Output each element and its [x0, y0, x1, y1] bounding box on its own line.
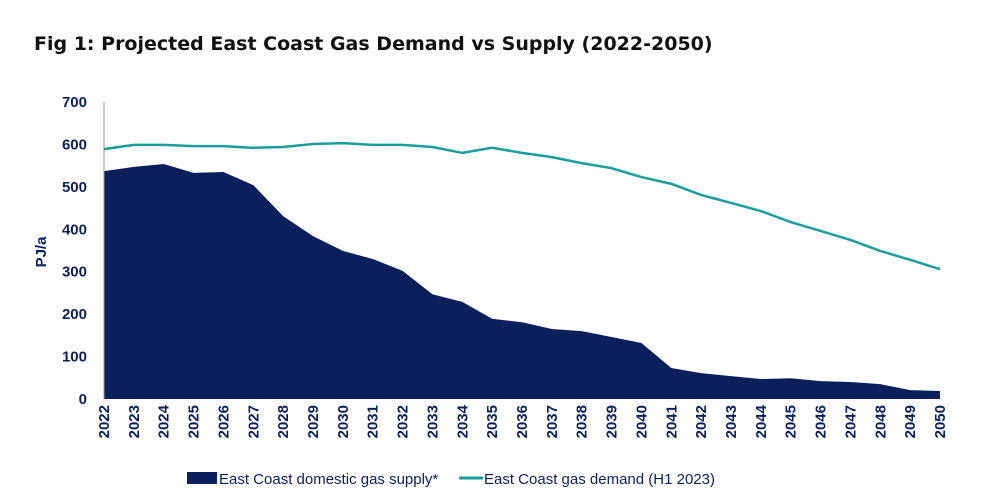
chart-title: Fig 1: Projected East Coast Gas Demand v…	[34, 33, 713, 55]
x-tick-label: 2049	[902, 405, 919, 438]
x-tick-label: 2024	[156, 404, 173, 438]
x-tick-label: 2039	[604, 405, 621, 438]
x-tick-label: 2037	[544, 405, 561, 438]
x-tick-label: 2034	[454, 404, 471, 438]
x-tick-label: 2043	[723, 405, 740, 438]
y-tick-label: 700	[62, 94, 87, 111]
x-tick-label: 2028	[275, 405, 292, 438]
x-tick-label: 2033	[424, 405, 441, 438]
x-tick-label: 2029	[305, 405, 322, 438]
demand-line	[103, 141, 941, 271]
x-tick-label: 2032	[395, 405, 412, 438]
legend-label-demand: East Coast gas demand (H1 2023)	[484, 471, 715, 488]
y-tick-label: 0	[79, 391, 87, 408]
x-tick-label: 2030	[335, 405, 352, 438]
x-tick-label: 2046	[813, 405, 830, 438]
x-tick-label: 2040	[633, 405, 650, 438]
legend-label-supply: East Coast domestic gas supply*	[219, 471, 438, 488]
y-tick-label: 400	[62, 221, 87, 238]
y-axis-label: PJ/a	[33, 236, 50, 268]
x-tick-label: 2045	[783, 405, 800, 438]
y-tick-label: 200	[62, 306, 87, 323]
x-tick-label: 2044	[753, 404, 770, 438]
x-tick-label: 2042	[693, 405, 710, 438]
x-tick-label: 2022	[96, 405, 113, 438]
y-tick-label: 600	[62, 136, 87, 153]
supply-area	[104, 163, 940, 399]
x-tick-label: 2025	[186, 405, 203, 438]
y-tick-label: 100	[62, 349, 87, 366]
y-tick-label: 500	[62, 179, 87, 196]
x-tick-label: 2047	[842, 405, 859, 438]
x-tick-label: 2031	[365, 405, 382, 438]
x-tick-label: 2038	[574, 405, 591, 438]
x-tick-label: 2041	[663, 405, 680, 438]
y-tick-label: 300	[62, 264, 87, 281]
x-tick-label: 2027	[245, 405, 262, 438]
x-tick-label: 2036	[514, 405, 531, 438]
legend: East Coast domestic gas supply* East Coa…	[187, 471, 715, 488]
x-tick-label: 2035	[484, 405, 501, 438]
x-tick-label: 2023	[126, 405, 143, 438]
x-tick-label: 2048	[872, 405, 889, 438]
x-tick-label: 2026	[215, 405, 232, 438]
x-tick-label: 2050	[932, 405, 949, 438]
legend-swatch-supply	[187, 472, 217, 484]
